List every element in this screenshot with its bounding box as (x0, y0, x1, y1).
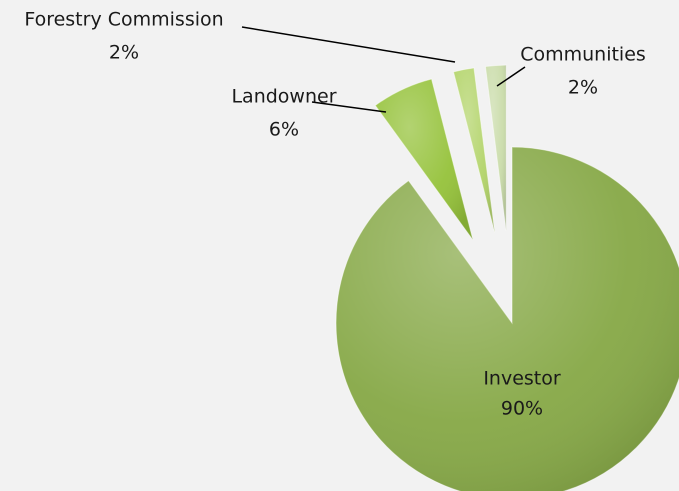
slices (335, 64, 679, 491)
category-label: Forestry Commission (24, 9, 223, 31)
category-label: Landowner (231, 86, 336, 108)
value-label: 90% (501, 398, 543, 420)
labels: Investor 90% Landowner 6% Forestry Commissio… (24, 9, 645, 420)
slice-shade (453, 67, 495, 233)
value-label: 2% (568, 77, 598, 99)
category-label: Investor (483, 368, 561, 390)
leader-line (311, 101, 387, 113)
value-label: 6% (269, 119, 299, 141)
leader-line (241, 26, 456, 63)
slice-shade (336, 147, 679, 491)
value-label: 2% (109, 42, 139, 64)
category-label: Communities (520, 44, 646, 66)
slice-shade (375, 78, 473, 240)
slice-shade (485, 65, 507, 232)
leader-line (496, 66, 526, 87)
